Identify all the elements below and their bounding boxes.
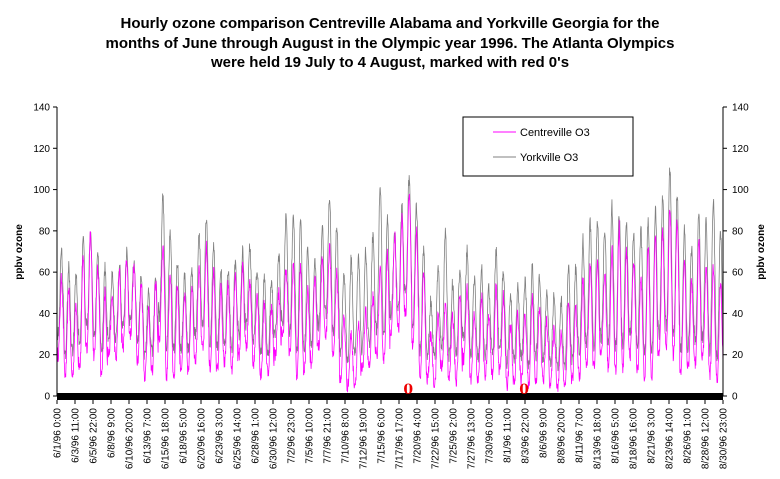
x-tick-label: 6/25/96 14:00: [233, 408, 244, 470]
x-tick-label: 8/13/96 18:00: [593, 408, 604, 470]
x-tick-label: 7/7/96 21:00: [323, 408, 334, 464]
x-tick-label: 6/3/96 11:00: [71, 408, 82, 463]
y-tick-label: 60: [732, 268, 744, 279]
x-tick-label: 7/2/96 23:00: [287, 408, 298, 464]
chart-title: Hourly ozone comparison Centreville Alab…: [60, 14, 720, 73]
y-tick-label: 40: [732, 309, 744, 320]
y-tick-label: 120: [732, 144, 749, 155]
x-tick-label: 7/27/96 13:00: [467, 408, 478, 470]
x-tick-label: 8/3/96 22:00: [521, 408, 532, 464]
legend-box: [462, 116, 634, 177]
x-tick-label: 7/20/96 4:00: [413, 408, 424, 464]
legend: Centreville O3 Yorkville O3: [462, 116, 634, 177]
series-layer: [56, 167, 724, 393]
x-tick-label: 6/20/96 16:00: [197, 408, 208, 470]
x-tick-label: 7/22/96 15:00: [431, 408, 442, 470]
x-tick-label: 8/30/96 23:00: [719, 408, 730, 470]
y-tick-label: 60: [39, 268, 51, 279]
legend-label: Centreville O3: [520, 127, 590, 139]
y-tick-label: 40: [39, 309, 51, 320]
y-tick-label: 140: [732, 103, 749, 114]
chart-title-line: were held 19 July to 4 August, marked wi…: [210, 54, 570, 71]
y-tick-label: 80: [732, 226, 744, 237]
x-tick-label: 8/1/96 11:00: [503, 408, 514, 463]
x-tick-label: 8/11/96 7:00: [575, 408, 586, 463]
y-tick-label: 80: [39, 226, 51, 237]
x-tick-label: 6/18/96 5:00: [179, 408, 190, 464]
y-tick-label: 100: [33, 185, 50, 196]
x-tick-label: 8/6/96 9:00: [539, 408, 550, 458]
y-tick-label: 20: [39, 350, 51, 361]
x-tick-label: 6/28/96 1:00: [251, 408, 262, 464]
x-tick-label: 8/26/96 1:00: [683, 408, 694, 464]
x-tick-label: 6/1/96 0:00: [53, 408, 64, 458]
y-tick-label: 120: [33, 144, 50, 155]
y-axis-title-right: ppbv ozone: [756, 224, 767, 280]
olympics-marker: 0: [519, 382, 529, 398]
y-axis-title-left: ppbv ozone: [14, 224, 25, 280]
y-tick-label: 20: [732, 350, 744, 361]
x-tick-label: 8/28/96 12:00: [701, 408, 712, 470]
chart-title-line: Hourly ozone comparison Centreville Alab…: [120, 15, 660, 32]
y-tick-label: 0: [44, 392, 50, 403]
chart-title-line: months of June through August in the Oly…: [105, 34, 675, 52]
x-tick-label: 7/15/96 6:00: [377, 408, 388, 464]
legend-label: Yorkville O3: [520, 152, 578, 164]
olympics-marker: 0: [403, 382, 413, 398]
y-tick-label: 100: [732, 185, 749, 196]
x-tick-label: 7/25/96 2:00: [449, 408, 460, 464]
x-tick-label: 8/16/96 5:00: [611, 408, 622, 464]
series-line: [56, 167, 724, 372]
x-tick-label: 7/12/96 19:00: [359, 408, 370, 470]
x-tick-label: 6/23/96 3:00: [215, 408, 226, 464]
x-tick-label: 6/8/96 9:00: [107, 408, 118, 458]
x-tick-label: 8/21/96 3:00: [647, 408, 658, 464]
x-tick-label: 6/15/96 18:00: [161, 408, 172, 470]
y-tick-label: 140: [33, 103, 50, 114]
x-tick-label: 7/5/96 10:00: [305, 408, 316, 464]
x-tick-label: 8/23/96 14:00: [665, 408, 676, 470]
x-tick-label: 6/10/96 20:00: [125, 408, 136, 470]
y-tick-label: 0: [732, 392, 738, 403]
x-tick-label: 8/18/96 16:00: [629, 408, 640, 470]
x-tick-label: 7/30/96 0:00: [485, 408, 496, 464]
x-axis-bar: [57, 393, 723, 400]
x-tick-label: 7/17/96 17:00: [395, 408, 406, 470]
x-tick-label: 6/5/96 22:00: [89, 408, 100, 464]
x-tick-label: 6/13/96 7:00: [143, 408, 154, 464]
series-line: [56, 193, 724, 393]
x-tick-label: 6/30/96 12:00: [269, 408, 280, 470]
x-tick-label: 7/10/96 8:00: [341, 408, 352, 464]
x-tick-label: 8/8/96 20:00: [557, 408, 568, 464]
